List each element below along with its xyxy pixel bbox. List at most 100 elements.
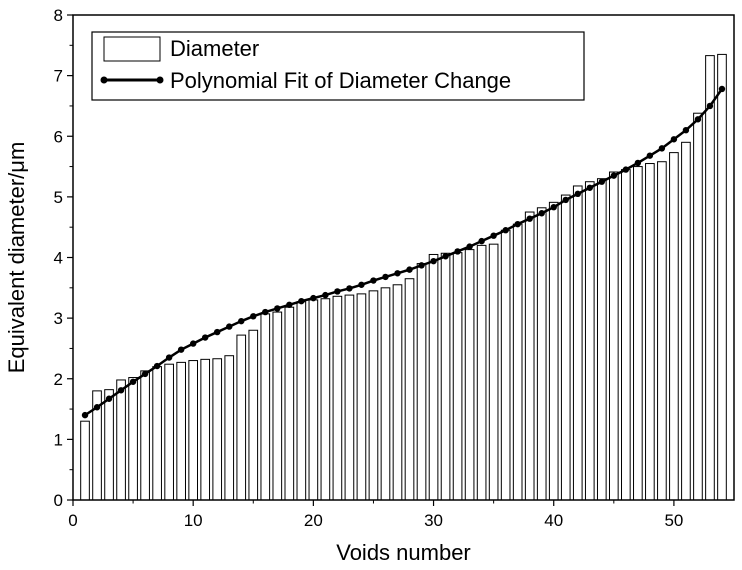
- fit-point: [358, 281, 365, 288]
- legend-label-diameter: Diameter: [170, 36, 259, 61]
- x-tick-label: 20: [304, 511, 323, 530]
- fit-point: [177, 346, 185, 353]
- fit-point: [514, 220, 521, 228]
- bar: [717, 53, 727, 501]
- fit-point: [370, 277, 377, 284]
- fit-point: [574, 190, 581, 198]
- fit-point: [153, 362, 161, 370]
- bar: [344, 294, 355, 501]
- fit-point: [586, 184, 593, 191]
- fit-point: [250, 313, 257, 320]
- bar: [188, 360, 199, 501]
- fit-point: [526, 215, 533, 222]
- fit-point: [322, 291, 329, 299]
- fit-point: [538, 210, 545, 217]
- legend-swatch-diameter: [103, 36, 161, 62]
- fit-point: [646, 152, 654, 159]
- bar: [464, 249, 475, 501]
- fit-point: [562, 196, 569, 204]
- fit-point: [117, 387, 125, 394]
- bar: [404, 278, 415, 501]
- fit-point: [502, 227, 509, 234]
- legend-label-fit: Polynomial Fit of Diameter Change: [170, 68, 511, 93]
- bar: [657, 161, 667, 501]
- bar: [524, 211, 535, 501]
- bar: [548, 201, 559, 501]
- bar: [476, 244, 487, 501]
- y-axis-label: Equivalent diameter/μm: [4, 142, 29, 374]
- y-tick-label: 2: [54, 370, 63, 389]
- fit-point: [622, 166, 630, 173]
- y-tick-label: 6: [54, 127, 63, 146]
- bar: [681, 141, 691, 501]
- fit-point: [105, 395, 113, 402]
- fit-point: [706, 102, 714, 110]
- fit-point: [682, 126, 690, 134]
- fit-point: [310, 294, 317, 302]
- bar: [308, 299, 319, 501]
- bar: [428, 253, 439, 501]
- fit-point: [670, 136, 678, 143]
- ticks-layer: [67, 14, 675, 506]
- y-tick-label: 4: [54, 249, 63, 268]
- bar: [116, 379, 126, 501]
- fit-point: [93, 404, 101, 411]
- fit-point: [418, 262, 425, 269]
- bar: [296, 301, 307, 501]
- bar: [416, 263, 427, 501]
- legend: Diameter Polynomial Fit of Diameter Chan…: [91, 31, 585, 101]
- bar: [500, 229, 511, 501]
- fit-point: [718, 85, 726, 93]
- y-tick-label: 5: [54, 188, 63, 207]
- bar: [584, 181, 595, 501]
- x-tick-label: 50: [664, 511, 683, 530]
- fit-point: [694, 116, 702, 123]
- bar: [572, 185, 583, 501]
- bar: [705, 55, 715, 501]
- y-tick-label: 0: [54, 491, 63, 510]
- fit-point: [610, 172, 618, 179]
- fit-point: [202, 334, 209, 341]
- bar: [80, 420, 90, 501]
- fit-point: [454, 248, 461, 255]
- bar: [272, 311, 283, 501]
- bar: [392, 284, 403, 501]
- bar: [380, 287, 391, 501]
- legend-swatch-fit-marker: [156, 76, 164, 84]
- bar: [104, 389, 114, 501]
- bar: [224, 355, 235, 501]
- y-tick-label: 1: [54, 430, 63, 449]
- fit-layer: [81, 85, 726, 419]
- bar: [633, 166, 643, 501]
- legend-box: [91, 31, 585, 101]
- bar: [152, 366, 162, 501]
- fit-point: [165, 354, 173, 361]
- fit-point: [81, 411, 89, 419]
- x-tick-label: 10: [184, 511, 203, 530]
- bar: [560, 194, 571, 501]
- y-tick-label: 8: [54, 6, 63, 25]
- bar: [368, 290, 379, 501]
- fit-point: [598, 178, 605, 185]
- fit-point: [430, 257, 437, 265]
- bar: [608, 171, 619, 501]
- fit-point: [658, 145, 666, 152]
- fit-point: [141, 370, 149, 378]
- y-tick-label: 3: [54, 309, 63, 328]
- bar: [260, 313, 271, 501]
- fit-point: [262, 308, 269, 316]
- bar: [645, 163, 655, 501]
- bar: [128, 377, 138, 501]
- bar: [452, 252, 463, 501]
- fit-point: [442, 253, 449, 260]
- fit-point: [634, 159, 642, 167]
- fit-point: [286, 301, 293, 308]
- fit-point: [490, 232, 497, 239]
- fit-point: [382, 273, 389, 281]
- bar: [621, 169, 631, 501]
- fit-point: [466, 243, 473, 250]
- fit-point: [478, 237, 485, 245]
- fit-point: [274, 305, 281, 312]
- legend-swatch-fit-marker: [100, 76, 108, 84]
